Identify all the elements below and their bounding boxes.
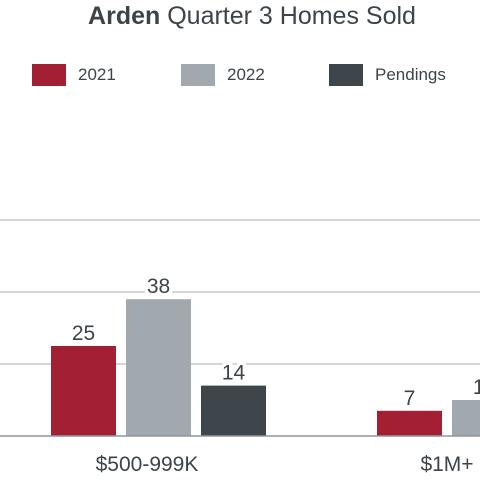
legend-swatch-pendings: [329, 64, 363, 86]
chart-title: Arden Quarter 3 Homes Sold: [0, 2, 480, 31]
category-label-1: $1M+: [420, 453, 473, 476]
legend-item-2021: 2021: [32, 63, 116, 87]
bar-pendings-0: [201, 385, 266, 436]
chart-title-rest: Quarter 3 Homes Sold: [160, 2, 416, 30]
legend-label-2022: 2022: [227, 65, 265, 84]
bar-2022-0: [126, 299, 191, 436]
bar-2022-1: [452, 400, 480, 436]
chart-title-bold: Arden: [88, 2, 161, 30]
legend-item-pendings: Pendings: [329, 63, 446, 87]
data-label-2021-0: 25: [72, 322, 95, 345]
category-label-0: $500-999K: [96, 453, 199, 476]
legend-swatch-2021: [32, 64, 66, 86]
legend-label-2021: 2021: [78, 65, 116, 84]
bar-2021-0: [51, 346, 116, 436]
data-label-2022-0: 38: [147, 275, 170, 298]
data-label-2022-1: 10: [473, 376, 480, 399]
data-label-2021-1: 7: [404, 387, 416, 410]
legend-item-2022: 2022: [181, 63, 265, 87]
legend-label-pendings: Pendings: [375, 65, 446, 84]
data-label-pendings-0: 14: [222, 362, 246, 385]
legend-swatch-2022: [181, 64, 215, 86]
bar-2021-1: [377, 410, 442, 436]
